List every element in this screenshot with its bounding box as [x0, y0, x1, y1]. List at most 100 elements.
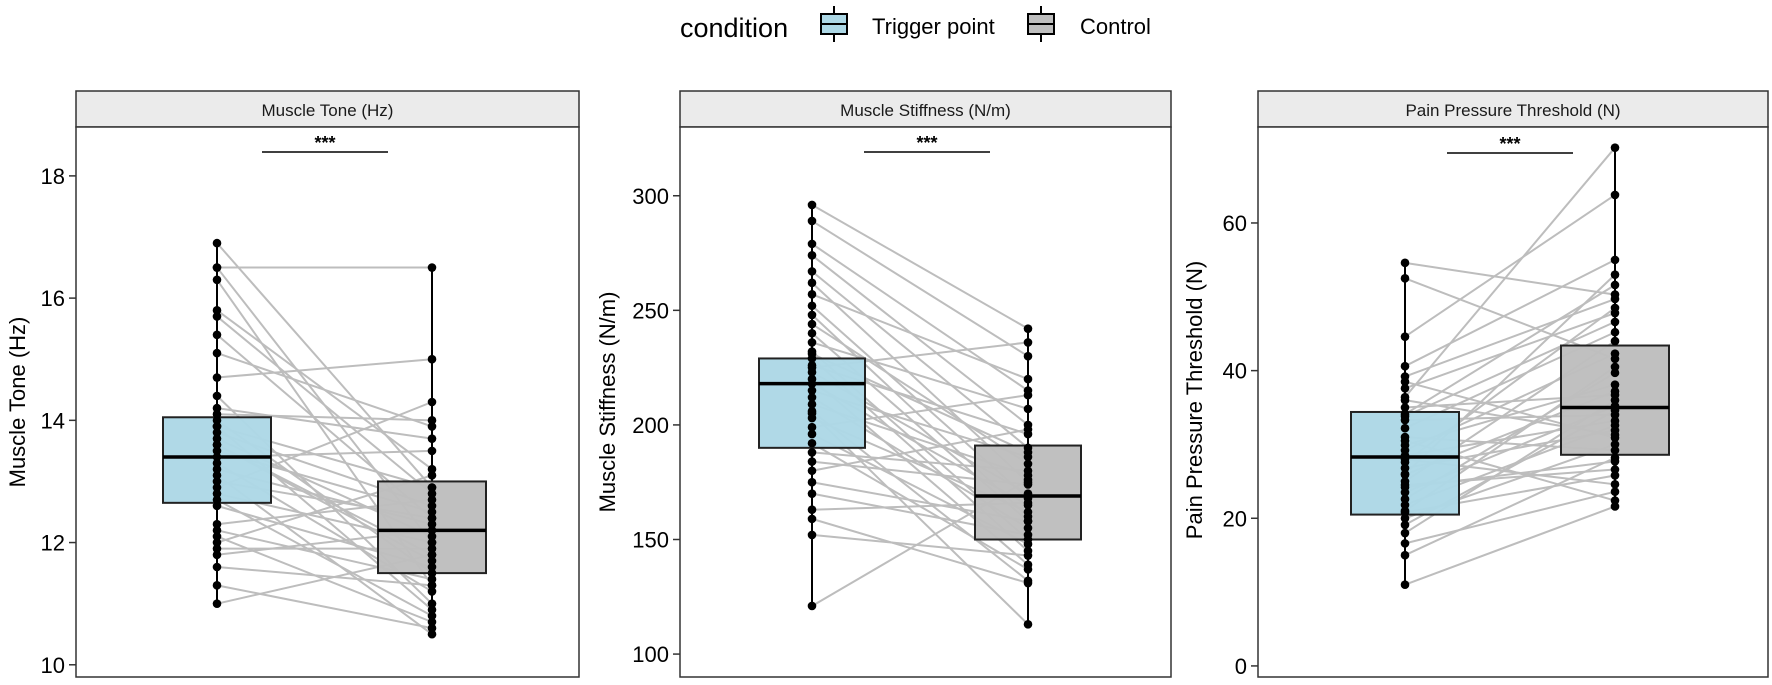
legend-key-trigger	[820, 6, 848, 42]
data-point	[212, 458, 222, 468]
data-point	[807, 301, 817, 311]
pair-line	[216, 358, 433, 379]
data-point	[212, 263, 222, 272]
data-point	[427, 599, 437, 608]
data-point	[427, 538, 437, 547]
data-points	[807, 200, 1033, 629]
data-point	[212, 348, 222, 358]
y-tick-label: 12	[41, 531, 65, 556]
data-point	[1610, 420, 1620, 430]
data-point	[1023, 551, 1033, 560]
data-point	[1023, 489, 1033, 498]
panel-muscle-tone: Muscle Tone (Hz) Muscle Tone (Hz) 10 12 14…	[5, 90, 580, 678]
data-point	[807, 422, 817, 432]
y-tick-label: 40	[1223, 359, 1247, 384]
data-point	[212, 306, 222, 315]
data-point	[807, 448, 817, 457]
y-tick-label: 200	[632, 413, 669, 438]
data-point	[1023, 530, 1033, 540]
panel-strip	[75, 90, 580, 128]
data-point	[427, 422, 437, 431]
y-tick-label: 100	[632, 642, 669, 667]
data-point	[1610, 190, 1620, 200]
data-point	[1023, 523, 1033, 533]
data-point	[1610, 465, 1620, 474]
pair-line	[811, 270, 1029, 449]
legend-label-control: Control	[1080, 14, 1151, 39]
data-point	[427, 483, 437, 492]
data-point	[1023, 507, 1033, 517]
pair-line	[216, 566, 433, 587]
data-point	[212, 416, 222, 425]
data-point	[1610, 317, 1620, 327]
y-tick-label: 14	[41, 408, 65, 433]
y-axis-title: Muscle Stiffness (N/m)	[595, 292, 620, 513]
data-point	[212, 526, 222, 535]
data-point	[427, 501, 437, 511]
pair-line	[1404, 261, 1616, 296]
data-point	[427, 568, 437, 578]
plot-area	[75, 126, 580, 678]
y-tick-label: 10	[41, 653, 65, 678]
y-axis-ticks: 0 20 40 60	[1223, 211, 1258, 679]
data-point	[1023, 324, 1033, 333]
data-point	[427, 581, 437, 590]
data-point	[807, 514, 817, 524]
data-point	[1610, 349, 1620, 358]
data-point	[212, 599, 222, 608]
y-tick-label: 250	[632, 298, 669, 323]
data-point	[1400, 412, 1410, 421]
data-point	[1023, 516, 1033, 526]
data-point	[1400, 361, 1410, 371]
data-point	[1023, 351, 1033, 361]
data-point	[1610, 362, 1620, 372]
data-point	[1610, 453, 1620, 463]
data-point	[1610, 430, 1620, 440]
data-point	[1400, 274, 1410, 283]
significance-label: ***	[1499, 134, 1520, 154]
data-point	[1400, 454, 1410, 464]
pair-line	[216, 584, 433, 630]
data-point	[1400, 528, 1410, 538]
data-point	[807, 251, 817, 260]
data-point	[807, 216, 817, 226]
data-point	[427, 489, 437, 498]
data-point	[212, 501, 222, 511]
pair-line	[811, 293, 1029, 381]
data-point	[807, 278, 817, 288]
data-point	[212, 532, 222, 541]
pair-line	[811, 204, 1029, 330]
data-point	[427, 519, 437, 529]
data-point	[1610, 368, 1620, 378]
significance-bracket: ***	[864, 133, 990, 153]
data-point	[1610, 502, 1620, 511]
data-point	[427, 562, 437, 572]
data-point	[212, 544, 222, 553]
data-point	[427, 550, 437, 560]
data-point	[807, 200, 817, 210]
data-point	[212, 391, 222, 401]
data-point	[1610, 395, 1620, 405]
data-point	[807, 338, 817, 347]
data-point	[427, 354, 437, 364]
y-tick-label: 16	[41, 286, 65, 311]
data-point	[1610, 303, 1620, 313]
data-point	[807, 530, 817, 540]
data-point	[427, 532, 437, 541]
data-point	[1400, 469, 1410, 479]
pair-line	[216, 315, 433, 495]
data-point	[212, 562, 222, 572]
data-point	[1610, 294, 1620, 304]
data-point	[427, 507, 437, 517]
data-point	[1023, 578, 1033, 588]
pair-line	[811, 533, 1029, 557]
data-point	[1023, 475, 1033, 485]
data-point	[1400, 506, 1410, 516]
data-point	[427, 513, 437, 523]
significance-label: ***	[314, 133, 335, 153]
data-point	[427, 495, 437, 505]
data-point	[427, 544, 437, 553]
y-tick-label: 18	[41, 164, 65, 189]
data-point	[427, 629, 437, 639]
